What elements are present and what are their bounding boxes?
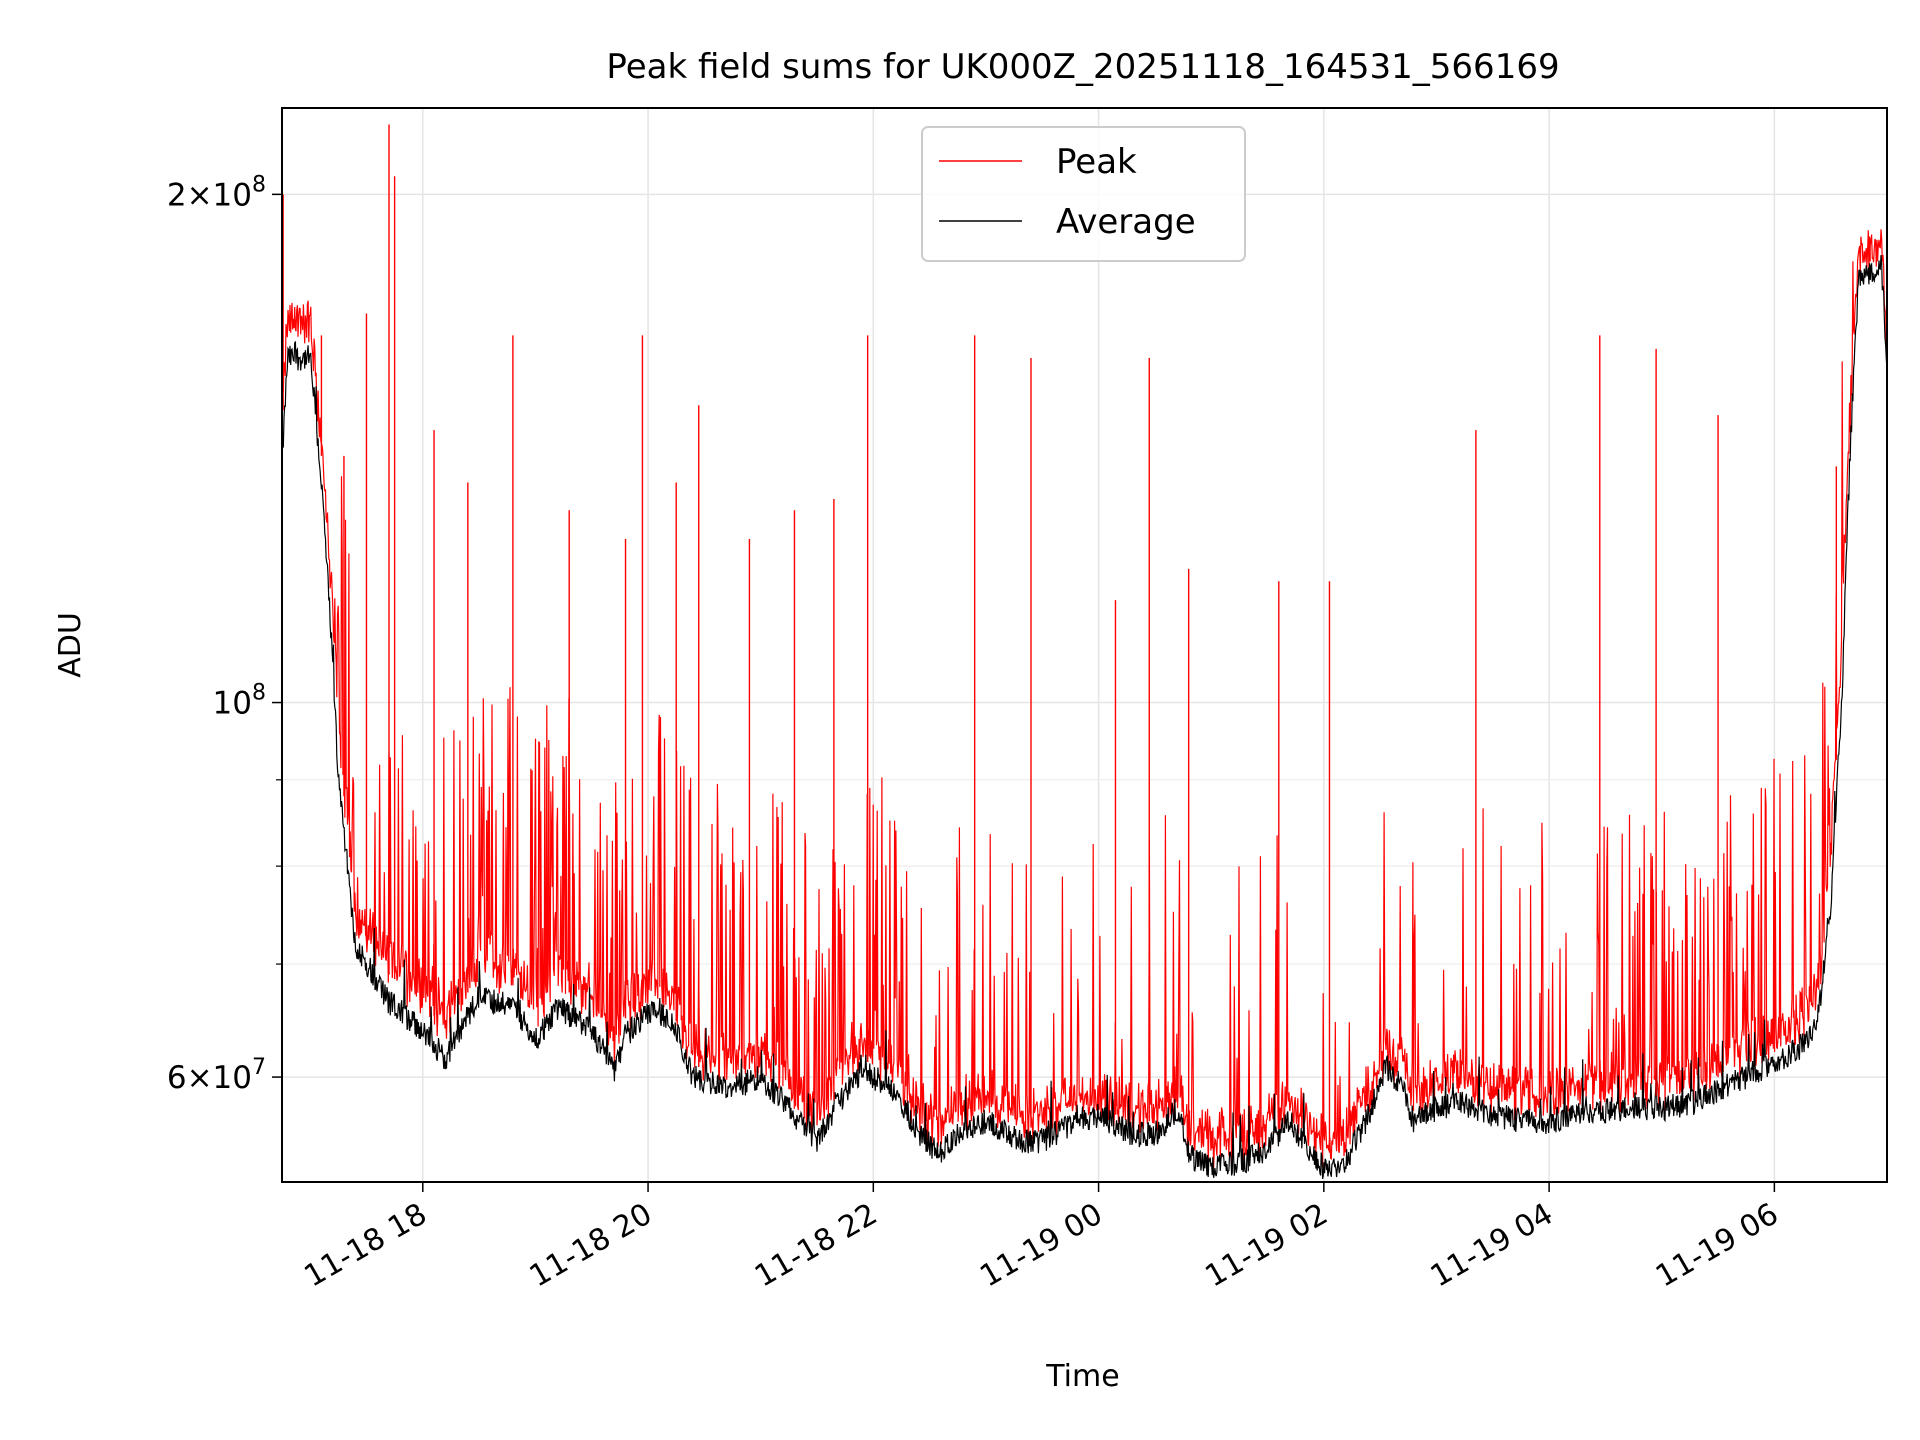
y-tick-label: 6×107 xyxy=(167,1055,266,1096)
series-line-peak xyxy=(281,229,1888,1169)
chart-title: Peak field sums for UK000Z_20251118_1645… xyxy=(606,47,1559,87)
y-tick-label: 108 xyxy=(213,681,266,722)
x-tick-label: 11-19 00 xyxy=(974,1197,1108,1295)
y-tick-label: 2×108 xyxy=(167,172,266,213)
x-tick-label: 11-18 20 xyxy=(524,1197,658,1295)
legend-label-average: Average xyxy=(1056,202,1196,242)
x-tick-label: 11-19 04 xyxy=(1425,1197,1559,1295)
x-tick-label: 11-19 02 xyxy=(1200,1197,1334,1295)
x-axis: 11-18 18 11-18 20 11-18 22 11-19 00 11-19 02… xyxy=(298,1182,1784,1294)
x-tick-label: 11-18 18 xyxy=(298,1197,432,1295)
x-axis-label: Time xyxy=(1045,1359,1119,1394)
plot-frame xyxy=(281,107,1888,1183)
x-tick-label: 11-19 06 xyxy=(1650,1197,1784,1295)
plot-area xyxy=(281,124,1888,1179)
y-axis: 6×107 108 2×108 xyxy=(167,172,282,1096)
legend: Peak Average xyxy=(921,126,1246,262)
y-axis-label: ADU xyxy=(53,612,88,678)
x-tick-label: 11-18 22 xyxy=(749,1197,883,1295)
series-line-average xyxy=(281,255,1888,1179)
legend-label-peak: Peak xyxy=(1056,142,1137,182)
